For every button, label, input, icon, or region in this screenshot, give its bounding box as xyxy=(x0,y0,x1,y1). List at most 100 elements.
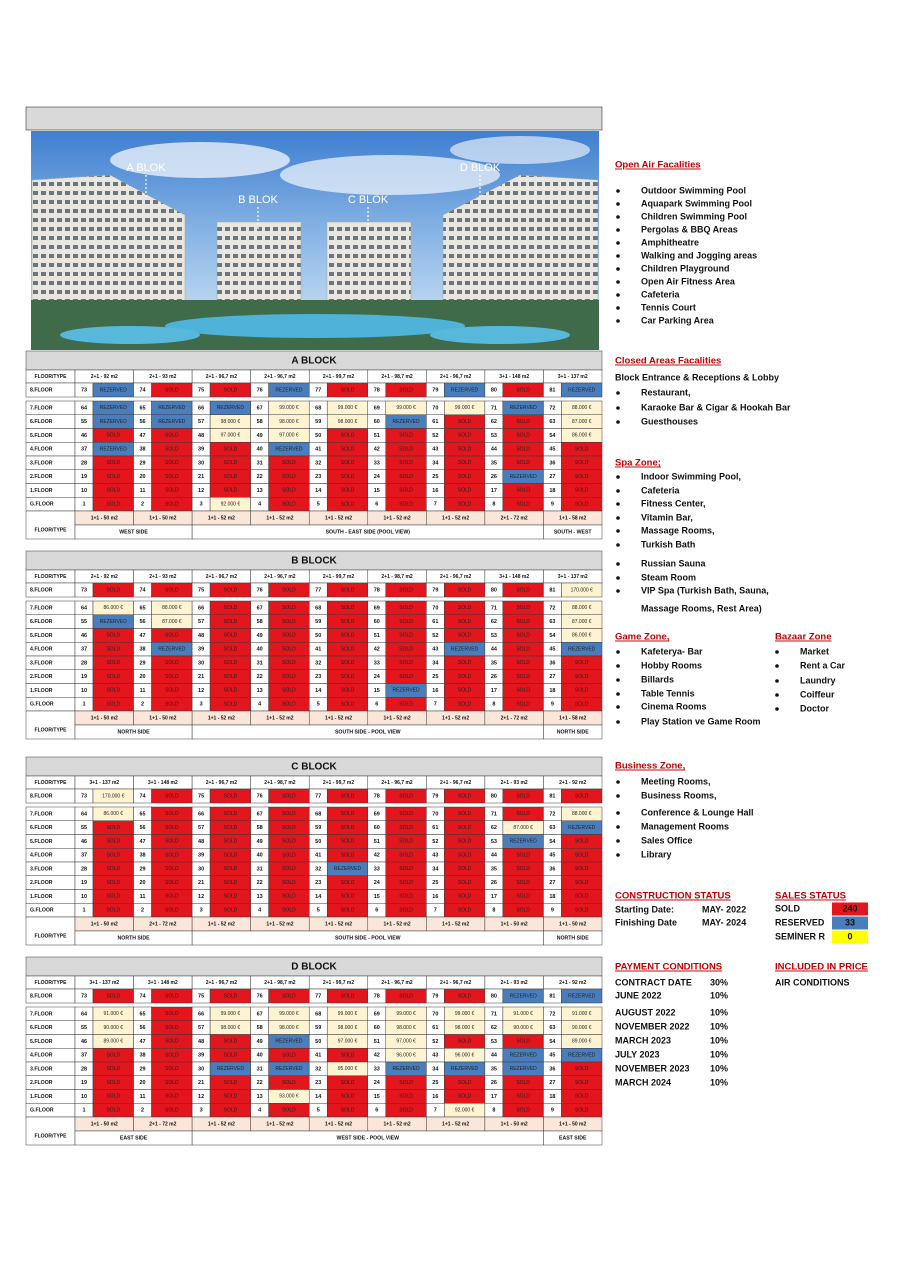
unit-status: REZERVED xyxy=(451,646,479,652)
unit-number: 16 xyxy=(432,488,438,494)
floor-name: 2.FLOOR xyxy=(30,880,53,886)
unit-number: 7 xyxy=(434,702,437,708)
unit-number: 24 xyxy=(374,674,381,680)
cloud xyxy=(280,155,500,195)
unit-number: 40 xyxy=(257,1053,263,1059)
unit-status: REZERVED xyxy=(392,419,420,425)
unit-status: SOLD xyxy=(458,811,472,817)
unit-number: 78 xyxy=(374,993,380,999)
unit-number: 49 xyxy=(257,633,263,639)
unit-status: SOLD xyxy=(341,446,355,452)
unit-number: 18 xyxy=(549,894,555,900)
list-item: Table Tennis xyxy=(641,688,695,698)
unit-status: 99.000 € xyxy=(338,405,358,411)
unit-type: 2+1 - 96,7 m2 xyxy=(206,780,237,786)
unit-number: 19 xyxy=(81,674,87,680)
unit-status: SOLD xyxy=(165,674,179,680)
unit-status: SOLD xyxy=(224,894,238,900)
unit-number: 69 xyxy=(374,405,380,411)
unit-status: SOLD xyxy=(224,387,238,393)
unit-number: 79 xyxy=(432,993,438,999)
unit-number: 73 xyxy=(81,387,87,393)
unit-number: 20 xyxy=(139,674,145,680)
unit-status: SOLD xyxy=(341,852,355,858)
unit-status: SOLD xyxy=(106,587,120,593)
unit-status: 88.000 € xyxy=(572,811,592,817)
unit-number: 58 xyxy=(257,619,263,625)
building-c xyxy=(326,221,412,315)
unit-status: SOLD xyxy=(282,894,296,900)
unit-status: SOLD xyxy=(458,793,472,799)
unit-number: 4 xyxy=(258,908,262,914)
payment-percent: 10% xyxy=(710,1021,728,1031)
list-item: Cafeteria xyxy=(641,485,681,495)
footer-type: 1+1 - 50 m2 xyxy=(149,715,176,721)
unit-number: 9 xyxy=(551,502,554,508)
footer-type: 1+1 - 52 m2 xyxy=(442,715,469,721)
unit-number: 28 xyxy=(81,460,87,466)
unit-number: 59 xyxy=(315,825,321,831)
unit-number: 54 xyxy=(549,633,556,639)
unit-status: SOLD xyxy=(458,1094,472,1100)
unit-type: 2+1 - 96,7 m2 xyxy=(206,574,237,580)
unit-number: 39 xyxy=(198,647,204,653)
unit-status: SOLD xyxy=(575,1066,589,1072)
unit-status: 98.000 € xyxy=(396,1025,416,1031)
footer-type: 1+1 - 52 m2 xyxy=(384,921,411,927)
unit-number: 31 xyxy=(257,460,263,466)
unit-status: SOLD xyxy=(575,1080,589,1086)
unit-number: 33 xyxy=(374,460,380,466)
unit-number: 22 xyxy=(257,674,263,680)
unit-type: 2+1 - 93 m2 xyxy=(501,780,528,786)
unit-status: SOLD xyxy=(224,1107,238,1113)
unit-status: SOLD xyxy=(399,1094,413,1100)
unit-status: SOLD xyxy=(575,880,589,886)
unit-status: REZERVED xyxy=(334,866,362,872)
bullet xyxy=(775,664,779,668)
block-title: C BLOCK xyxy=(291,762,337,773)
unit-status: SOLD xyxy=(575,501,589,507)
unit-number: 38 xyxy=(139,1053,145,1059)
list-item: Open Air Fitness Area xyxy=(641,276,736,286)
unit-number: 12 xyxy=(198,688,204,694)
unit-status: SOLD xyxy=(165,460,179,466)
unit-number: 5 xyxy=(317,702,320,708)
unit-number: 74 xyxy=(139,993,146,999)
unit-status: REZERVED xyxy=(275,1066,303,1072)
unit-number: 33 xyxy=(374,866,380,872)
unit-status: SOLD xyxy=(165,825,179,831)
unit-status: SOLD xyxy=(458,446,472,452)
footer-type: 1+1 - 58 m2 xyxy=(559,515,586,521)
unit-number: 81 xyxy=(549,993,555,999)
unit-number: 30 xyxy=(198,866,204,872)
unit-number: 7 xyxy=(434,1108,437,1114)
floor-type-footer xyxy=(25,916,76,946)
unit-number: 10 xyxy=(81,488,87,494)
unit-status: SOLD xyxy=(399,501,413,507)
unit-number: 40 xyxy=(257,647,263,653)
footer-type: 1+1 - 52 m2 xyxy=(208,715,235,721)
unit-number: 55 xyxy=(81,825,87,831)
floor-name: 3.FLOOR xyxy=(30,866,53,872)
unit-number: 20 xyxy=(139,474,145,480)
unit-status: SOLD xyxy=(282,587,296,593)
unit-status: 89.000 € xyxy=(104,1039,124,1045)
unit-number: 41 xyxy=(315,1053,321,1059)
unit-number: 27 xyxy=(549,674,555,680)
unit-status: 98.000 € xyxy=(338,1025,358,1031)
unit-number: 21 xyxy=(198,1080,204,1086)
list-item: Steam Room xyxy=(641,572,696,582)
unit-status: SOLD xyxy=(224,993,238,999)
unit-type: 2+1 - 99,7 m2 xyxy=(323,374,354,380)
unit-status: SOLD xyxy=(458,1039,472,1045)
footer-type: 1+1 - 52 m2 xyxy=(266,515,293,521)
list-item: Conference & Lounge Hall xyxy=(641,807,754,817)
unit-status: SOLD xyxy=(458,688,472,694)
unit-status: 99.000 € xyxy=(221,1011,241,1017)
unit-number: 24 xyxy=(374,880,381,886)
footer-type: 1+1 - 52 m2 xyxy=(266,1121,293,1127)
footer-type: 1+1 - 50 m2 xyxy=(91,515,118,521)
floor-type-label: FLOOR/TYPE xyxy=(35,780,68,786)
bullet xyxy=(616,391,620,395)
unit-status: SOLD xyxy=(282,1052,296,1058)
